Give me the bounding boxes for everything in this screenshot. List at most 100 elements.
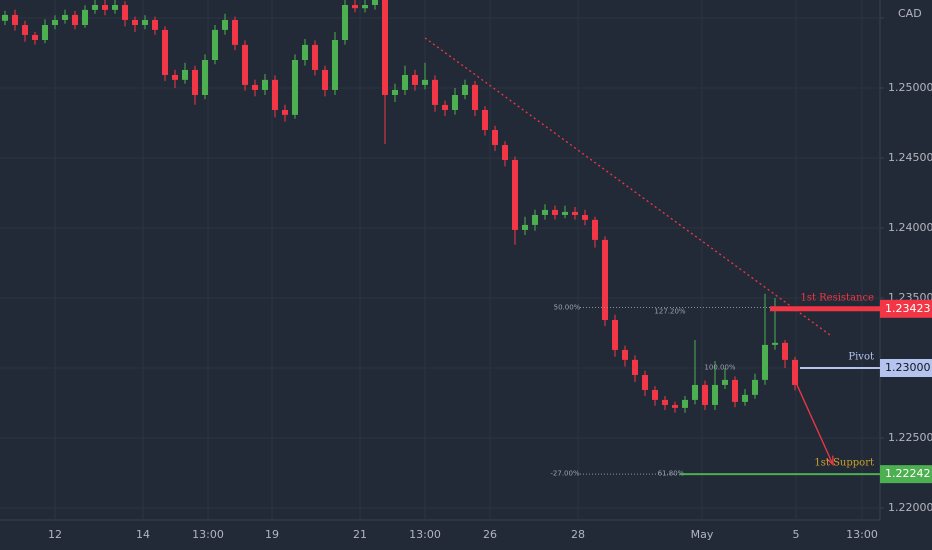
fib-label: -27.00% (550, 470, 580, 478)
candle-body (102, 4, 108, 10)
candle-body (242, 44, 248, 85)
candle-body (232, 19, 238, 45)
candle-body (262, 79, 268, 90)
x-tick-label: 14 (136, 528, 150, 541)
candle-body (382, 0, 388, 96)
candle-body (62, 14, 68, 20)
candle-body (142, 19, 148, 26)
candle-body (152, 19, 158, 30)
candle-body (732, 379, 738, 402)
y-tick-label: 1.22500 (888, 431, 932, 444)
candle-body (612, 319, 618, 350)
candle-body (772, 342, 778, 345)
candle-body (182, 69, 188, 80)
candle-body (682, 399, 688, 408)
arrow-head (825, 455, 834, 467)
projection-arrow (796, 384, 834, 465)
candle-body (582, 214, 588, 220)
x-tick-label: 26 (483, 528, 497, 541)
candle-body (552, 209, 558, 215)
candle-body (652, 389, 658, 400)
candle-body (2, 14, 8, 21)
candle-body (92, 4, 98, 10)
x-tick-label: 5 (793, 528, 800, 541)
candle-body (482, 109, 488, 131)
candle-body (22, 25, 28, 35)
candle-body (432, 79, 438, 105)
candle-body (742, 394, 748, 402)
candle-body (702, 384, 708, 405)
candle-body (322, 69, 328, 90)
x-tick-label: May (691, 528, 714, 541)
candle-body (712, 384, 718, 405)
price-tag (880, 465, 932, 484)
candle-body (12, 14, 18, 26)
price-tag (880, 299, 932, 318)
candle-body (472, 84, 478, 110)
candle-body (412, 74, 418, 85)
candle-body (352, 4, 358, 9)
candle-body (222, 19, 228, 30)
level-name: Pivot (848, 352, 874, 363)
candle-body (392, 89, 398, 96)
x-tick-label: 13:00 (192, 528, 224, 541)
candle-body (562, 211, 568, 215)
candle-body (362, 4, 368, 9)
price-tag (880, 359, 932, 378)
unit-bg (884, 4, 932, 26)
fib-label: 50.00% (554, 304, 581, 312)
candle-body (332, 39, 338, 90)
candle-body (52, 19, 58, 26)
candle-body (372, 0, 378, 5)
candle-body (282, 109, 288, 115)
x-tick-label: 21 (353, 528, 367, 541)
candle-body (342, 4, 348, 40)
fib-label: 100.00% (704, 363, 735, 371)
level-name: 1st Resistance (800, 292, 874, 303)
candle-body (162, 29, 168, 75)
candle-body (292, 60, 298, 115)
candle-body (132, 19, 138, 26)
candle-body (442, 104, 448, 110)
candle-body (402, 74, 408, 90)
x-tick-label: 13:00 (409, 528, 441, 541)
candle-body (512, 159, 518, 230)
unit-label: CAD (898, 7, 922, 20)
candle-body (302, 44, 308, 61)
candle-body (602, 239, 608, 320)
candle-body (532, 214, 538, 225)
candle-body (312, 44, 318, 70)
candle-body (672, 404, 678, 408)
candle-body (592, 219, 598, 240)
y-tick-label: 1.25000 (888, 81, 932, 94)
axes: 1.220001.225001.230001.235001.240001.245… (48, 11, 932, 541)
candle-body (492, 130, 498, 145)
candle-body (122, 4, 128, 20)
candle-body (212, 29, 218, 61)
candle-body (452, 95, 458, 110)
candle-body (692, 384, 698, 400)
candle-body (192, 69, 198, 96)
candle-body (42, 25, 48, 40)
candle-body (82, 9, 88, 26)
x-tick-label: 19 (265, 528, 279, 541)
candle-body (272, 79, 278, 110)
candle-body (722, 379, 728, 385)
candle-body (172, 74, 178, 80)
candle-body (112, 4, 118, 10)
fib-label: 127.20% (654, 307, 685, 315)
candle-body (572, 211, 578, 215)
candle-body (522, 224, 528, 230)
candle-body (792, 359, 798, 385)
level-name: 1st Support (814, 458, 874, 469)
candle-body (202, 60, 208, 96)
candle-body (422, 79, 428, 85)
candle-body (762, 344, 768, 380)
x-tick-label: 28 (571, 528, 585, 541)
candle-body (32, 34, 38, 40)
price-tag-label: 1.23000 (885, 361, 931, 374)
y-tick-label: 1.24500 (888, 151, 932, 164)
y-tick-label: 1.22000 (888, 501, 932, 514)
grid (0, 0, 880, 520)
